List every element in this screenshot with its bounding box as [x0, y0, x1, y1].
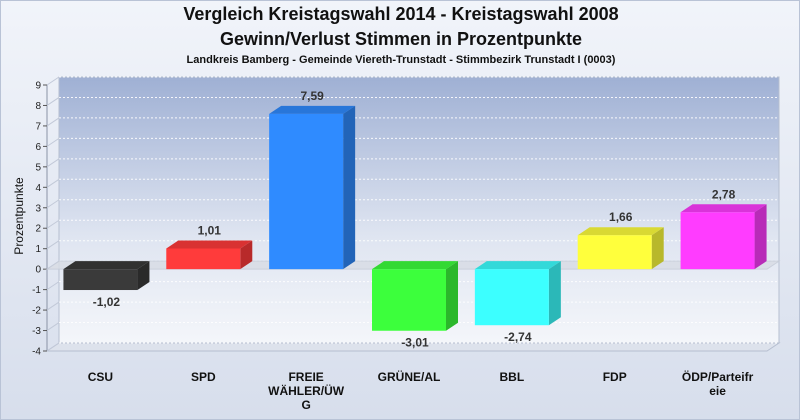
bar-top: [577, 227, 664, 236]
gridline-side: [46, 342, 60, 352]
gridline-side: [46, 199, 60, 209]
data-label: 1,01: [198, 223, 222, 237]
bar-side: [343, 105, 356, 270]
bar-front: [680, 212, 755, 270]
x-tick-label: FDP: [603, 370, 627, 384]
bar-4: [474, 261, 561, 326]
y-tick-label: 2: [35, 224, 41, 235]
gridline-side: [46, 281, 60, 291]
bar-side: [446, 261, 458, 331]
bar-side: [548, 261, 561, 326]
gridline-side: [46, 137, 60, 147]
y-axis-label: Prozentpunkte: [12, 177, 26, 255]
y-tick-label: 4: [35, 183, 41, 194]
data-label: -2,74: [504, 330, 532, 344]
x-tick-label: eie: [709, 384, 726, 398]
chart-subtitle: Gewinn/Verlust Stimmen in Prozentpunkte: [219, 29, 583, 49]
bar-top: [474, 261, 561, 270]
y-tick-label: 1: [35, 244, 41, 255]
gridline-side: [46, 117, 60, 127]
data-label: -1,02: [93, 295, 121, 309]
gridline-side: [46, 76, 60, 86]
y-tick-label: -1: [32, 285, 41, 296]
y-tick-label: 7: [35, 121, 41, 132]
y-tick-label: -4: [32, 347, 41, 358]
y-tick-label: 6: [35, 142, 41, 153]
bar-front: [474, 269, 549, 326]
bar-side: [651, 227, 664, 270]
gridline-side: [46, 301, 60, 311]
bar-top: [166, 240, 253, 249]
x-tick-label: WÄHLER/ÜW: [268, 383, 345, 398]
bar-side: [240, 240, 253, 270]
chart-title: Vergleich Kreistagswahl 2014 - Kreistags…: [183, 4, 619, 24]
bar-0: [63, 261, 150, 291]
x-tick-label: SPD: [191, 370, 216, 384]
bar-side: [137, 261, 150, 291]
bar-top: [63, 261, 150, 270]
bar-front: [269, 113, 344, 270]
bar-3: [372, 261, 458, 331]
data-label: 7,59: [300, 89, 324, 103]
data-label: 1,66: [609, 210, 633, 224]
y-tick-label: 9: [35, 81, 41, 92]
data-label: -3,01: [401, 336, 429, 350]
x-tick-label: G: [301, 398, 310, 412]
y-tick-label: 3: [35, 203, 41, 214]
bar-front: [63, 269, 138, 291]
x-tick-label: CSU: [88, 370, 113, 384]
gridline-side: [46, 158, 60, 168]
data-label: 2,78: [712, 187, 736, 201]
gridline-side: [46, 219, 60, 229]
chart-caption: Landkreis Bamberg - Gemeinde Viereth-Tru…: [186, 54, 616, 66]
y-tick-label: -2: [32, 306, 41, 317]
bar-6: [680, 204, 767, 270]
gridline-side: [46, 178, 60, 188]
gridline-side: [46, 97, 60, 106]
x-tick-label: GRÜNE/AL: [378, 369, 441, 384]
bar-front: [372, 269, 446, 331]
y-tick-label: -3: [32, 326, 41, 337]
bar-top: [269, 105, 356, 114]
y-tick-label: 5: [35, 162, 41, 173]
gridline-side: [46, 240, 60, 250]
bar-5: [577, 227, 664, 270]
bar-front: [166, 248, 241, 270]
x-tick-label: BBL: [500, 370, 525, 384]
y-tick-label: 0: [35, 265, 41, 276]
bar-top: [680, 204, 767, 213]
x-tick-label: FREIE: [288, 370, 323, 384]
y-tick-label: 8: [35, 101, 41, 112]
bar-front: [577, 235, 652, 270]
bar-side: [754, 204, 767, 270]
bar-1: [166, 240, 253, 270]
x-tick-label: ÖDP/Parteifr: [682, 369, 754, 384]
gridline-side: [46, 322, 60, 331]
bar-2: [269, 105, 356, 270]
bar-top: [372, 261, 458, 270]
